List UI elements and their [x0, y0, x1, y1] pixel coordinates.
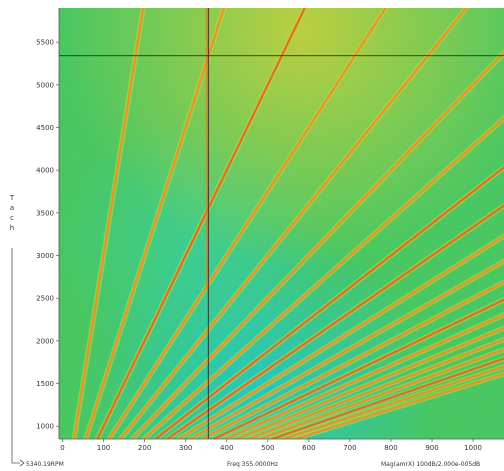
y-axis-ticks: 1000 1500 2000 2500 3000 3500 4000 4500 5000 5500 [36, 39, 59, 431]
y-tick-label: 1500 [36, 380, 54, 388]
y-axis-title-letter: h [10, 224, 14, 232]
x-tick-label: 200 [138, 444, 151, 452]
y-tick-label: 1000 [36, 423, 54, 431]
x-tick-label: 100 [97, 444, 110, 452]
y-tick-label: 5000 [36, 81, 54, 89]
x-tick-label: 400 [220, 444, 233, 452]
x-axis-ticks: 0 100 200 300 400 500 600 700 800 900 1000 [60, 439, 482, 452]
x-tick-label: 700 [343, 444, 356, 452]
y-axis-title-letter: c [10, 214, 14, 222]
x-tick-label: 500 [261, 444, 274, 452]
magnitude-readout: Mag(amrX) 100dB/2.000e-005dB [381, 461, 480, 468]
x-tick-label: 1000 [464, 444, 482, 452]
y-axis-title-letter: a [10, 204, 14, 212]
x-tick-label: 300 [179, 444, 192, 452]
y-tick-label: 4500 [36, 124, 54, 132]
readout-arrow-icon [19, 459, 25, 467]
y-tick-label: 2500 [36, 295, 54, 303]
y-tick-label: 5500 [36, 39, 54, 47]
y-tick-label: 2000 [36, 337, 54, 345]
y-tick-label: 3000 [36, 252, 54, 260]
y-axis-title-letter: T [9, 194, 15, 202]
y-tick-label: 4000 [36, 167, 54, 175]
y-tick-label: 3500 [36, 209, 54, 217]
rpm-readout: 5340.19RPM [26, 461, 64, 468]
y-axis-bracket [11, 248, 20, 464]
x-tick-label: 600 [302, 444, 315, 452]
x-tick-label: 800 [384, 444, 397, 452]
noise-texture [59, 8, 504, 439]
x-tick-label: 0 [60, 444, 64, 452]
x-tick-label: 900 [425, 444, 438, 452]
frequency-readout: Freq 355.0000Hz [227, 461, 278, 468]
plot-area[interactable] [59, 8, 504, 439]
